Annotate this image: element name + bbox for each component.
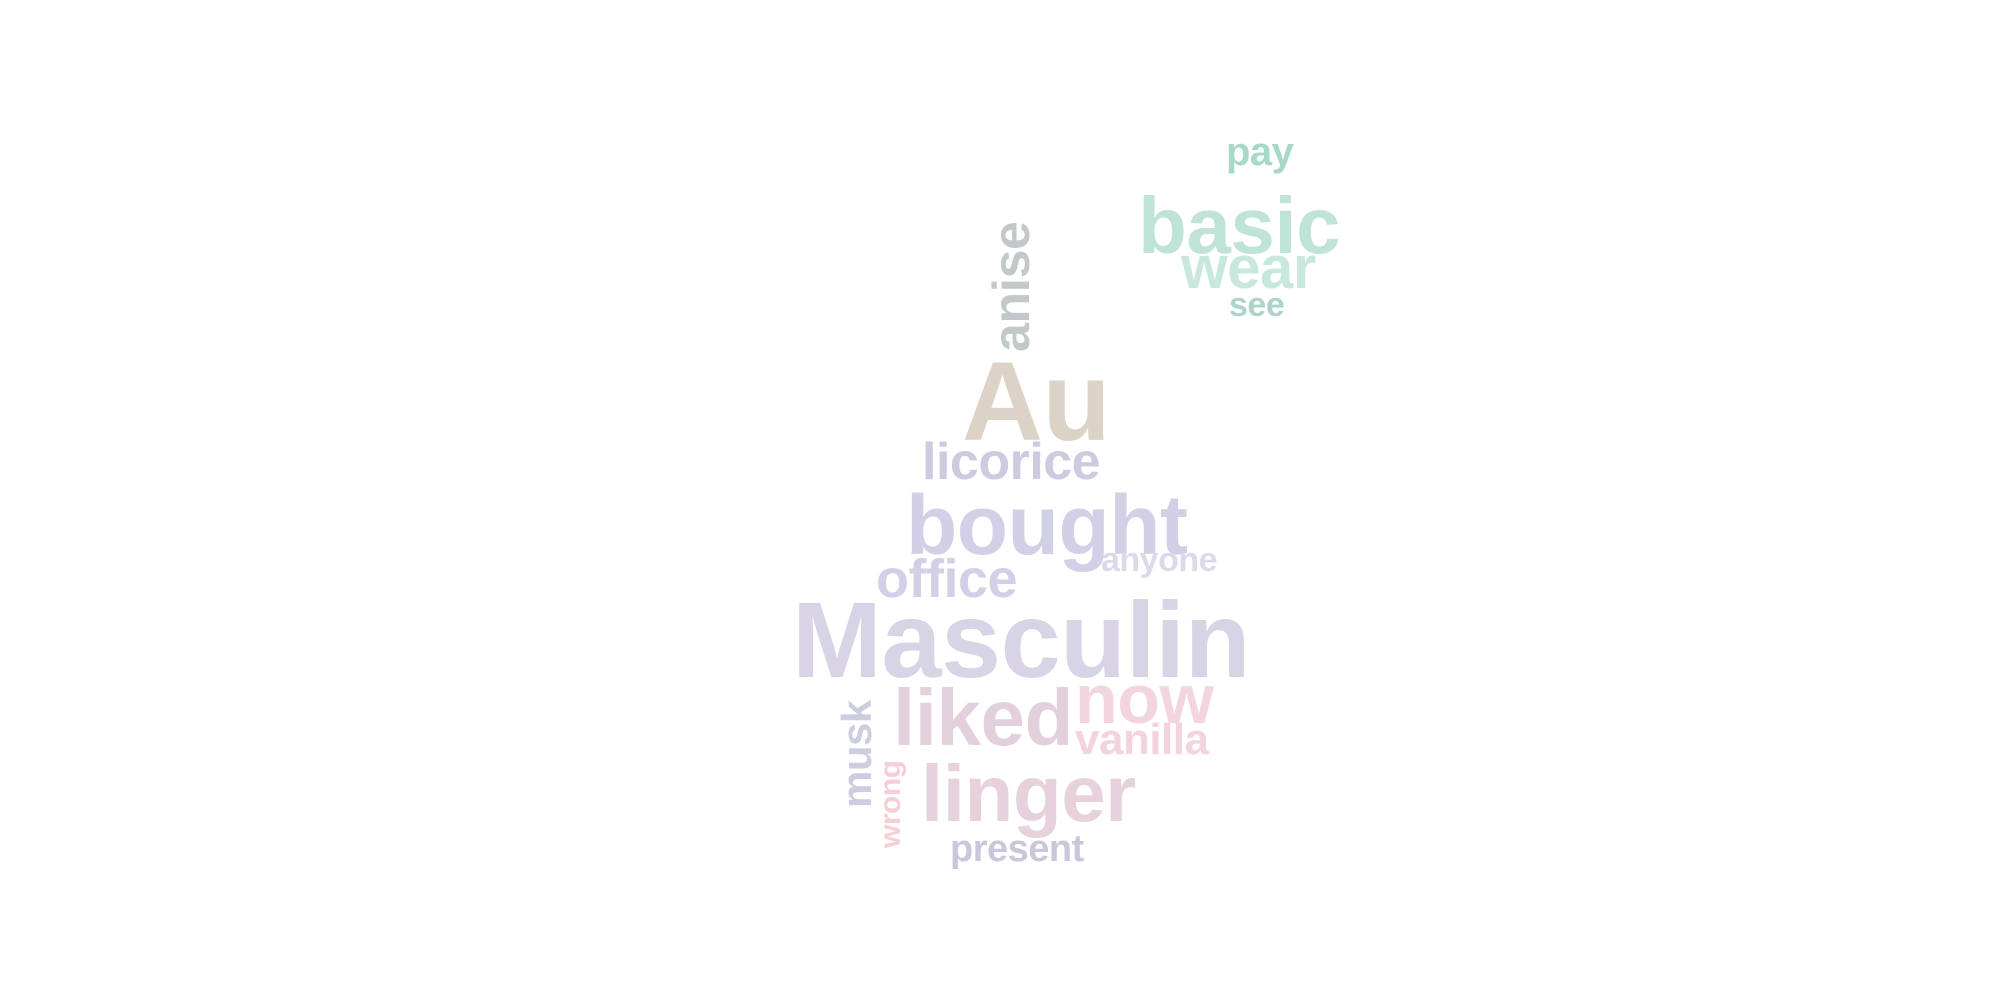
word-linger: linger	[921, 749, 1136, 838]
word-pay: pay	[1226, 130, 1294, 174]
word-licorice: licorice	[922, 433, 1101, 491]
word-present: present	[950, 828, 1084, 870]
word-now: now	[1075, 660, 1214, 738]
word-office: office	[876, 549, 1018, 609]
word-masculin: Masculin	[792, 579, 1251, 700]
word-see: see	[1229, 286, 1285, 324]
word-musk: musk	[833, 700, 880, 808]
word-anise: anise	[983, 221, 1041, 352]
word-basic: basic	[1138, 181, 1341, 270]
word-vanilla: vanilla	[1075, 715, 1209, 764]
word-wrong: wrong	[874, 760, 907, 849]
word-bought: bought	[906, 478, 1188, 572]
word-wear: wear	[1181, 234, 1316, 301]
word-au: Au	[962, 339, 1111, 464]
word-anyone: anyone	[1101, 541, 1218, 579]
word-liked: liked	[893, 673, 1073, 762]
